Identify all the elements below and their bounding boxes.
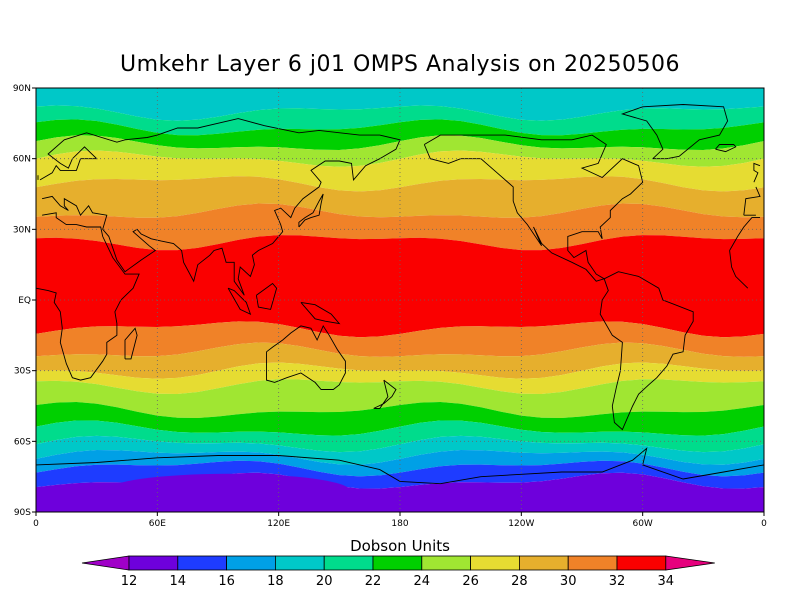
colorbar-level-label: 18 bbox=[267, 574, 284, 589]
colorbar-level-label: 34 bbox=[658, 574, 675, 589]
ozone-band-16 bbox=[36, 460, 764, 489]
coastline-new-zealand bbox=[373, 379, 397, 409]
minimum-region bbox=[106, 473, 351, 508]
colorbar-swatch bbox=[274, 555, 325, 571]
colorbar-labels: 12 14 16 18 20 22 24 26 28 30 32 34 bbox=[121, 574, 674, 589]
x-axis: 0 60E 120E 180 120W 60W 0 bbox=[33, 512, 767, 529]
y-tick-label: 90S bbox=[14, 508, 31, 518]
colorbar bbox=[81, 555, 715, 571]
x-tick-label: 120E bbox=[267, 519, 290, 529]
colorbar-level-label: 30 bbox=[560, 574, 577, 589]
colorbar-level-label: 14 bbox=[170, 574, 187, 589]
colorbar-swatch bbox=[567, 555, 618, 571]
ozone-band-15 bbox=[36, 450, 764, 477]
colorbar-swatch bbox=[616, 555, 667, 571]
colorbar-level-label: 22 bbox=[365, 574, 382, 589]
colorbar-level-label: 24 bbox=[414, 574, 431, 589]
colorbar-level-label: 26 bbox=[462, 574, 479, 589]
ozone-band-11 bbox=[36, 379, 764, 418]
colorbar-level-label: 32 bbox=[609, 574, 626, 589]
x-tick-label: 180 bbox=[391, 519, 408, 529]
colorbar-swatch bbox=[372, 555, 423, 571]
coastline-australia bbox=[266, 324, 346, 390]
coastline-iceland bbox=[715, 144, 737, 153]
coastline-sumatra bbox=[227, 287, 252, 315]
y-tick-label: EQ bbox=[18, 296, 31, 306]
coastline-great-britain bbox=[37, 162, 761, 183]
y-axis: 90N 60N 30N EQ 30S 60S 90S bbox=[13, 84, 36, 518]
colorbar-swatch bbox=[128, 555, 179, 571]
ozone-band-4 bbox=[36, 150, 764, 192]
coastline-north-america bbox=[423, 134, 644, 282]
colorbar-high-arrow bbox=[665, 555, 715, 571]
coastlines bbox=[35, 104, 765, 485]
colorbar-level-label: 28 bbox=[511, 574, 528, 589]
ozone-band-7 bbox=[36, 235, 764, 338]
ozone-band-10 bbox=[36, 362, 764, 394]
ozone-band-2 bbox=[36, 119, 764, 150]
coastline-borneo bbox=[255, 282, 278, 310]
coastline-japan bbox=[298, 193, 324, 228]
coastline-new-guinea bbox=[300, 301, 341, 325]
coastline-greenland bbox=[620, 104, 729, 160]
colorbar-level-label: 20 bbox=[316, 574, 333, 589]
colorbar-low-arrow bbox=[81, 555, 130, 571]
colorbar-swatch bbox=[519, 555, 569, 571]
ozone-band-8 bbox=[36, 321, 764, 357]
y-tick-label: 30N bbox=[13, 225, 31, 235]
x-tick-label: 0 bbox=[761, 519, 767, 529]
y-tick-label: 60N bbox=[13, 155, 31, 165]
colorbar-swatch bbox=[226, 555, 276, 571]
y-tick-label: 30S bbox=[14, 367, 31, 377]
coastline-madagascar bbox=[124, 327, 138, 360]
colorbar-level-label: 16 bbox=[218, 574, 235, 589]
ozone-band-3 bbox=[36, 135, 764, 167]
colorbar-swatch bbox=[177, 555, 228, 571]
x-tick-label: 60E bbox=[149, 519, 166, 529]
grid-lines bbox=[36, 88, 764, 512]
coastline-eurasia bbox=[39, 118, 761, 296]
y-tick-label: 90N bbox=[13, 84, 31, 94]
coastline-south-america bbox=[599, 271, 694, 431]
ozone-band-12 bbox=[36, 402, 764, 436]
colorbar-level-label: 12 bbox=[121, 574, 138, 589]
x-tick-label: 120W bbox=[508, 519, 534, 529]
colorbar-swatch bbox=[323, 555, 374, 571]
colorbar-title: Dobson Units bbox=[350, 537, 450, 555]
colorbar-swatch bbox=[421, 555, 471, 571]
map-title: Umkehr Layer 6 j01 OMPS Analysis on 2025… bbox=[120, 52, 680, 77]
colorbar-swatch bbox=[470, 555, 520, 571]
x-tick-label: 60W bbox=[632, 519, 652, 529]
y-tick-label: 60S bbox=[14, 437, 31, 447]
ozone-band-14 bbox=[36, 435, 764, 465]
coastline-africa bbox=[35, 212, 760, 381]
ozone-band-6 bbox=[36, 203, 764, 251]
x-tick-label: 0 bbox=[33, 519, 39, 529]
